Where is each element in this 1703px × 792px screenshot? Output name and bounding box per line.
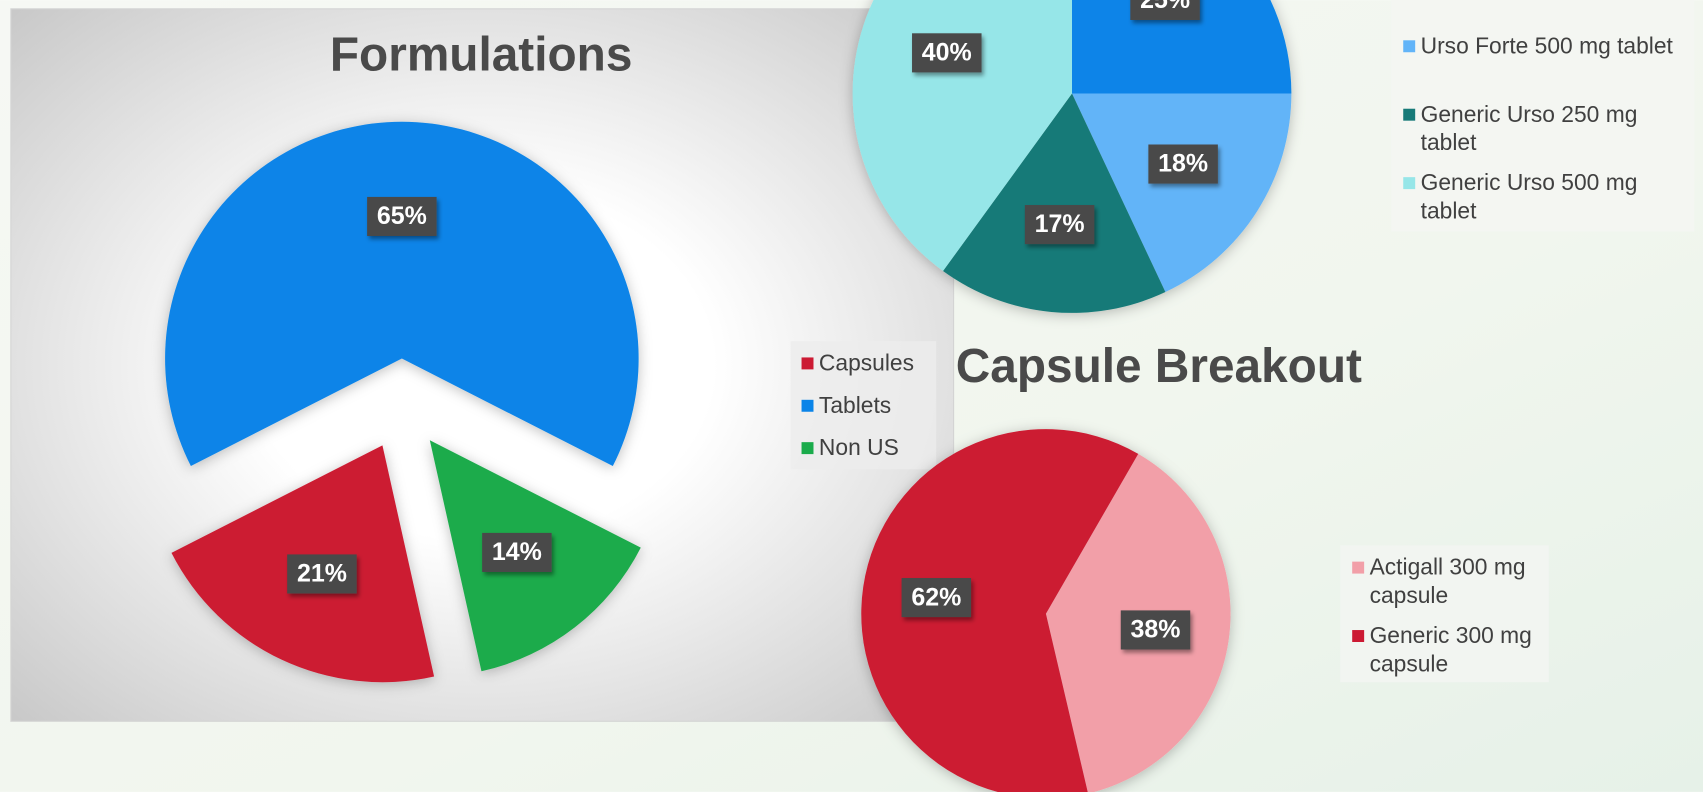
legend-label: Generic Urso 500 mg tablet [1420,170,1638,224]
data-label-box [1120,610,1191,650]
data-label-box [287,554,357,594]
pie [165,121,641,683]
pie-slice [1071,93,1292,293]
legend-label: Non US [818,435,899,461]
legend-swatch [1403,40,1416,53]
data-label: 14% [492,538,542,566]
legend-label: Generic Urso 250 mg tablet [1420,102,1638,156]
legend-box [1391,0,1695,232]
data-label: 40% [922,39,972,67]
legend-label: Urso Forte 500 mg tablet [1420,33,1673,59]
legend-label: Tablets [818,393,892,419]
charts: Formulations 21% 65% 14% Capsules Tablets Non … [165,0,1673,792]
legend-entry: Urso Forte 500 mg tablet [1420,33,1673,59]
legend-entry: Actigall 300 mg capsule [1369,555,1526,609]
pie-slice [165,121,639,467]
legend-swatch [801,399,814,412]
data-label: 62% [911,583,961,611]
data-label: 17% [1035,210,1085,238]
data-label: 18% [1158,150,1208,178]
legend-box [790,341,937,470]
data-label-box [1148,144,1218,184]
legend-swatch [801,442,814,455]
data-label-box [901,578,972,618]
data-label: 21% [297,560,347,588]
data-label-box [482,532,552,572]
legend-entry: Tablets [818,393,892,419]
legend-swatch [1403,177,1416,190]
data-label-box [1024,205,1095,245]
pie-slice [852,0,1072,272]
pie-slice [943,93,1166,313]
legend-box [1340,545,1549,683]
data-label-box [367,196,437,237]
chart-title: Formulations [330,28,633,81]
chart-title: Capsule Breakout [956,340,1362,393]
legend-entry: Generic Urso 250 mg tablet [1420,102,1638,156]
data-label: 25% [1140,0,1190,14]
pie-slice [861,429,1139,792]
legend-entry: Non US [818,435,899,461]
data-label: 38% [1131,616,1181,644]
legend-entry: Generic Urso 500 mg tablet [1420,170,1638,224]
legend-entry: Generic 300 mg capsule [1369,623,1532,677]
legend-label: Generic 300 mg capsule [1369,623,1532,677]
legend-swatch [1403,108,1416,121]
legend-swatch [1352,561,1365,574]
legend-swatch [801,357,814,370]
pie [852,0,1292,313]
legend-label: Capsules [818,350,915,376]
legend-entry: Capsules [818,350,915,376]
data-label: 65% [377,202,427,230]
legend-swatch [1352,630,1365,643]
pie-slice [1071,0,1292,94]
data-label-box [912,33,982,73]
legend-label: Actigall 300 mg capsule [1369,555,1526,609]
data-label-box [1130,0,1200,20]
